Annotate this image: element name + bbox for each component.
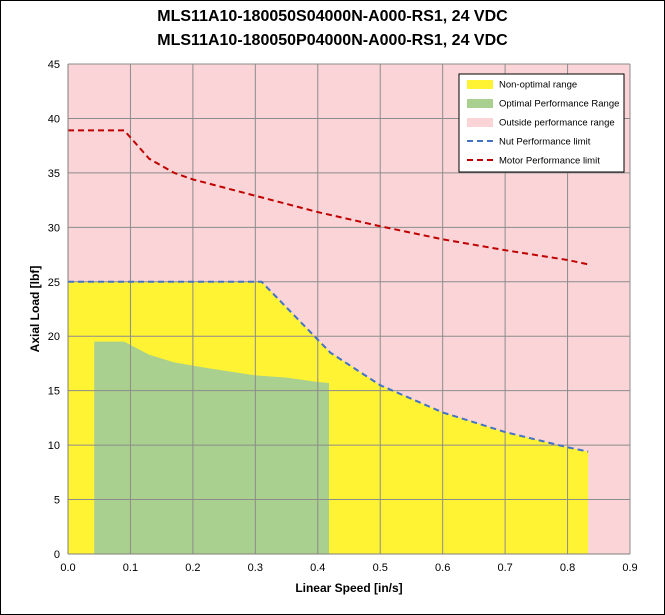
y-tick-label: 5 xyxy=(54,495,60,507)
y-tick-label: 0 xyxy=(54,549,60,561)
nut-performance-limit-line xyxy=(68,280,589,453)
y-tick-label: 45 xyxy=(48,59,60,71)
y-tick-label: 10 xyxy=(48,440,60,452)
x-tick-label: 0.9 xyxy=(622,562,637,574)
x-tick-label: 0.1 xyxy=(123,562,138,574)
motor-performance-limit-line xyxy=(68,129,589,266)
y-tick-label: 25 xyxy=(48,277,60,289)
legend-swatch xyxy=(467,118,493,127)
y-tick-label: 30 xyxy=(48,222,60,234)
legend-swatch xyxy=(467,99,493,108)
y-tick-label: 20 xyxy=(48,331,60,343)
legend-entry-label: Non-optimal range xyxy=(499,80,577,91)
legend-swatch xyxy=(467,80,493,89)
x-tick-label: 0.7 xyxy=(497,562,512,574)
y-axis-label: Axial Load [lbf] xyxy=(28,266,42,353)
x-axis-label: Linear Speed [in/s] xyxy=(295,581,402,595)
y-tick-label: 35 xyxy=(48,168,60,180)
x-tick-label: 0.0 xyxy=(60,562,75,574)
legend-entry-label: Nut Performance limit xyxy=(499,137,591,148)
x-tick-label: 0.2 xyxy=(185,562,200,574)
legend-entry-label: Outside performance range xyxy=(499,118,615,129)
x-tick-label: 0.6 xyxy=(435,562,450,574)
y-tick-label: 15 xyxy=(48,386,60,398)
x-tick-label: 0.3 xyxy=(248,562,263,574)
x-tick-label: 0.4 xyxy=(310,562,325,574)
chart-title-line-1: MLS11A10-180050S04000N-A000-RS1, 24 VDC xyxy=(157,8,508,25)
x-tick-label: 0.5 xyxy=(373,562,388,574)
chart-title-line-2: MLS11A10-180050P04000N-A000-RS1, 24 VDC xyxy=(157,32,508,49)
legend-entry-label: Motor Performance limit xyxy=(499,156,600,167)
optimal-performance-area xyxy=(94,341,330,554)
legend: Non-optimal range Optimal Performance Ran… xyxy=(458,73,625,173)
x-tick-label: 0.8 xyxy=(560,562,575,574)
y-tick-label: 40 xyxy=(48,113,60,125)
legend-entry-label: Optimal Performance Range xyxy=(499,99,619,110)
